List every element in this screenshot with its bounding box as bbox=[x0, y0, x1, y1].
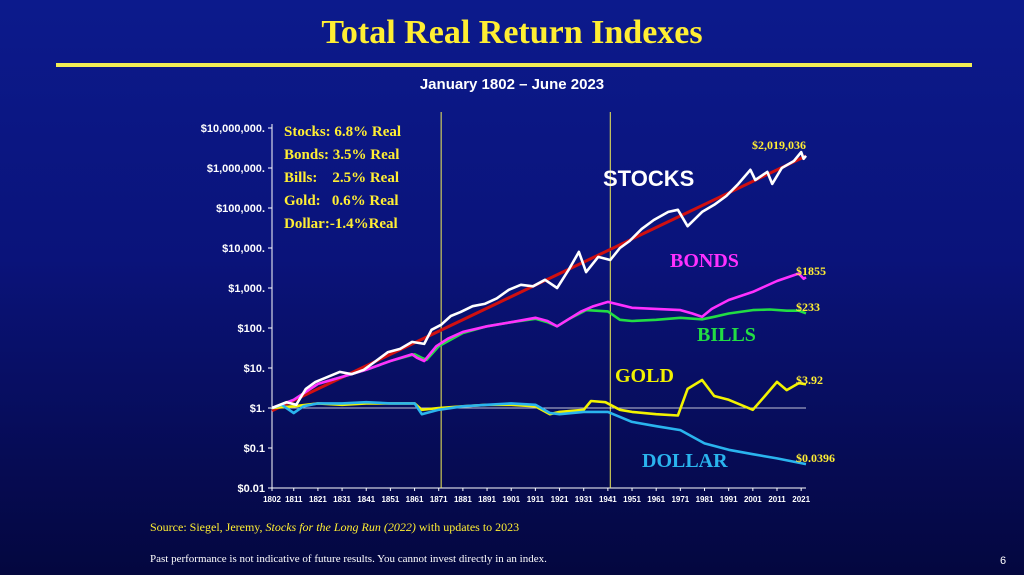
series-label-bonds: BONDS bbox=[670, 250, 739, 272]
end-value-gold: $3.92 bbox=[796, 373, 823, 387]
y-tick-label: $0.1 bbox=[244, 443, 265, 455]
x-tick-label: 1841 bbox=[357, 495, 375, 504]
x-tick-label: 1861 bbox=[406, 495, 424, 504]
real-return-rate-line: Bills: 2.5% Real bbox=[284, 170, 399, 186]
x-tick-label: 1831 bbox=[333, 495, 351, 504]
series-line-gold bbox=[271, 378, 807, 417]
source-book-title: Stocks for the Long Run (2022) bbox=[265, 520, 416, 534]
date-range-subtitle: January 1802 – June 2023 bbox=[419, 76, 605, 93]
y-tick-label: $10,000. bbox=[222, 243, 265, 255]
slide-number: 6 bbox=[1000, 555, 1007, 567]
source-suffix: with updates to 2023 bbox=[415, 520, 520, 534]
title-underline bbox=[56, 63, 972, 67]
series-label-dollar: DOLLAR bbox=[642, 450, 728, 472]
x-tick-label: 1821 bbox=[309, 495, 327, 504]
x-tick-label: 1951 bbox=[623, 495, 641, 504]
x-tick-label: 2021 bbox=[792, 495, 810, 504]
y-tick-label: $1,000,000. bbox=[207, 163, 265, 175]
x-tick-label: 1981 bbox=[696, 495, 714, 504]
real-return-rate-line: Dollar:-1.4%Real bbox=[284, 216, 398, 232]
y-tick-label: $10,000,000. bbox=[201, 123, 265, 135]
x-tick-label: 1811 bbox=[285, 495, 303, 504]
x-tick-label: 1901 bbox=[502, 495, 520, 504]
x-tick-label: 1891 bbox=[478, 495, 496, 504]
x-tick-label: 1921 bbox=[551, 495, 569, 504]
y-tick-label: $1,000. bbox=[228, 283, 265, 295]
x-tick-label: 1851 bbox=[381, 495, 399, 504]
y-tick-label: $100,000. bbox=[216, 203, 265, 215]
end-value-stocks: $2,019,036 bbox=[752, 138, 806, 152]
end-value-dollar: $0.0396 bbox=[796, 451, 835, 465]
x-tick-label: 1991 bbox=[720, 495, 738, 504]
series-label-bills: BILLS bbox=[697, 324, 756, 346]
end-value-bills: $233 bbox=[796, 300, 820, 314]
x-tick-label: 1881 bbox=[454, 495, 472, 504]
real-return-rate-line: Stocks: 6.8% Real bbox=[284, 124, 401, 140]
real-return-rate-line: Gold: 0.6% Real bbox=[284, 193, 399, 209]
series-label-gold: GOLD bbox=[615, 365, 674, 387]
y-tick-label: $1. bbox=[250, 403, 265, 415]
y-tick-label: $100. bbox=[237, 323, 265, 335]
x-tick-label: 1802 bbox=[263, 495, 281, 504]
source-note: Source: Siegel, Jeremy, Stocks for the L… bbox=[150, 520, 519, 535]
series-line-stocks bbox=[271, 150, 808, 410]
source-prefix: Source: Siegel, Jeremy, bbox=[150, 520, 266, 534]
x-tick-label: 1941 bbox=[599, 495, 617, 504]
series-label-stocks: STOCKS bbox=[603, 166, 694, 191]
series-line-dollar bbox=[271, 400, 807, 466]
x-tick-label: 1971 bbox=[671, 495, 689, 504]
x-tick-label: 1871 bbox=[430, 495, 448, 504]
y-tick-label: $10. bbox=[244, 363, 265, 375]
end-value-bonds: $1855 bbox=[796, 264, 826, 278]
series-line-bonds bbox=[271, 272, 807, 410]
x-tick-label: 1911 bbox=[527, 495, 545, 504]
x-tick-label: 1931 bbox=[575, 495, 593, 504]
x-tick-label: 2001 bbox=[744, 495, 762, 504]
x-tick-label: 1961 bbox=[647, 495, 665, 504]
real-return-rate-line: Bonds: 3.5% Real bbox=[284, 147, 399, 163]
disclaimer: Past performance is not indicative of fu… bbox=[150, 553, 547, 565]
x-tick-label: 2011 bbox=[768, 495, 786, 504]
slide-title: Total Real Return Indexes bbox=[321, 14, 703, 51]
y-tick-label: $0.01 bbox=[237, 483, 265, 495]
